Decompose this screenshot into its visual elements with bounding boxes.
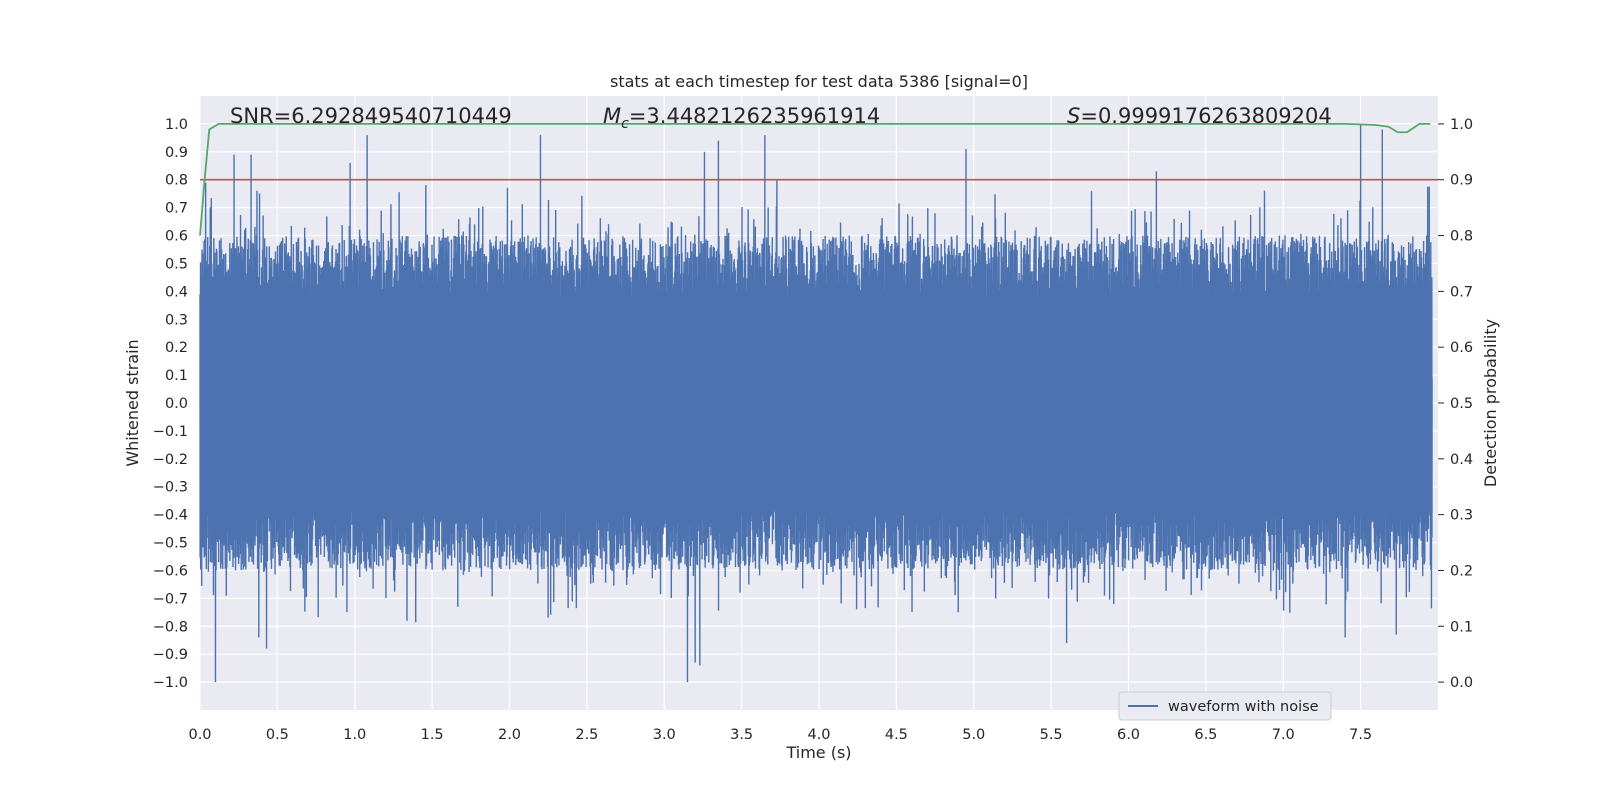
y2-tick-label: 0.4 (1450, 452, 1473, 468)
score-annotation: S=0.9999176263809204 (1067, 104, 1332, 128)
y2-tick-label: 0.1 (1450, 619, 1473, 635)
y2-tick-label: 0.9 (1450, 173, 1473, 189)
y-tick-labels: 1.0 0.9 0.8 0.7 0.6 0.5 0.4 0.3 0.2 0.1 0.0 −0.1 −0.… (153, 117, 188, 691)
y-tick-label: 0.6 (165, 229, 188, 245)
x-axis-label: Time (s) (785, 743, 851, 762)
y-tick-label: 0.9 (165, 145, 188, 161)
y-tick-label: −0.3 (153, 480, 188, 496)
x-tick-label: 7.5 (1349, 727, 1372, 743)
y2-tick-label: 0.6 (1450, 340, 1473, 356)
x-tick-label: 1.5 (421, 727, 444, 743)
x-tick-label: 5.0 (962, 727, 985, 743)
y-tick-label: −0.5 (153, 536, 188, 552)
y-axis-label: Whitened strain (123, 339, 142, 466)
s-value: =0.9999176263809204 (1080, 104, 1331, 128)
y2-tick-label: 0.2 (1450, 563, 1473, 579)
x-tick-label: 3.5 (730, 727, 753, 743)
y-tick-label: −0.1 (153, 424, 188, 440)
x-tick-label: 2.0 (498, 727, 521, 743)
probability-series (199, 123, 1431, 236)
y-tick-label: 0.4 (165, 284, 188, 300)
waveform-line (199, 123, 1433, 683)
y-tick-label: 0.0 (165, 396, 188, 412)
x-tick-label: 1.0 (343, 727, 366, 743)
y2-tick-label: 0.8 (1450, 229, 1473, 245)
y-tick-label: 0.7 (165, 201, 188, 217)
y-tick-label: 0.3 (165, 312, 188, 328)
y-tick-label: −0.6 (153, 563, 188, 579)
chart-title: stats at each timestep for test data 538… (610, 72, 1028, 91)
mc-value: =3.4482126235961914 (629, 104, 880, 128)
y-tick-label: 0.8 (165, 173, 188, 189)
y2-tick-label: 0.3 (1450, 508, 1473, 524)
x-tick-label: 5.5 (1040, 727, 1063, 743)
x-tick-label: 2.5 (575, 727, 598, 743)
x-tick-label: 4.5 (885, 727, 908, 743)
y-tick-label: −0.8 (153, 619, 188, 635)
x-tick-label: 0.0 (188, 727, 211, 743)
y-tick-label: −0.9 (153, 647, 188, 663)
chirp-mass-annotation: Mc=3.4482126235961914 (603, 104, 880, 132)
legend-label: waveform with noise (1168, 699, 1319, 715)
y2-tick-labels: 1.0 0.9 0.8 0.7 0.6 0.5 0.4 0.3 0.2 0.1 0.0 (1438, 117, 1473, 691)
x-tick-label: 6.5 (1194, 727, 1217, 743)
y2-tick-label: 0.0 (1450, 675, 1473, 691)
y2-tick-label: 0.7 (1450, 284, 1473, 300)
legend-box (1118, 691, 1332, 721)
y-tick-label: 0.2 (165, 340, 188, 356)
snr-annotation: SNR=6.292849540710449 (230, 104, 512, 128)
x-tick-label: 0.5 (266, 727, 289, 743)
probability-line (199, 123, 1431, 236)
y-tick-label: −0.7 (153, 591, 188, 607)
legend: waveform with noise (1118, 691, 1332, 721)
s-symbol: S (1067, 104, 1080, 128)
x-tick-label: 3.0 (653, 727, 676, 743)
y-tick-label: −1.0 (153, 675, 188, 691)
x-tick-label: 7.0 (1272, 727, 1295, 743)
y2-axis-label: Detection probability (1481, 319, 1500, 487)
y-tick-label: 1.0 (165, 117, 188, 133)
x-tick-label: 4.0 (807, 727, 830, 743)
y2-tick-label: 1.0 (1450, 117, 1473, 133)
y2-tick-label: 0.5 (1450, 396, 1473, 412)
mc-subscript: c (621, 116, 629, 132)
y-tick-label: −0.2 (153, 452, 188, 468)
y-tick-label: −0.4 (153, 508, 188, 524)
y-tick-label: 0.1 (165, 368, 188, 384)
waveform-series (199, 123, 1433, 683)
y-tick-label: 0.5 (165, 256, 188, 272)
mc-symbol: M (603, 104, 621, 128)
x-tick-labels: 0.0 0.5 1.0 1.5 2.0 2.5 3.0 3.5 4.0 4.5 5.0 5.5 6.0 6… (188, 727, 1372, 743)
x-tick-label: 6.0 (1117, 727, 1140, 743)
